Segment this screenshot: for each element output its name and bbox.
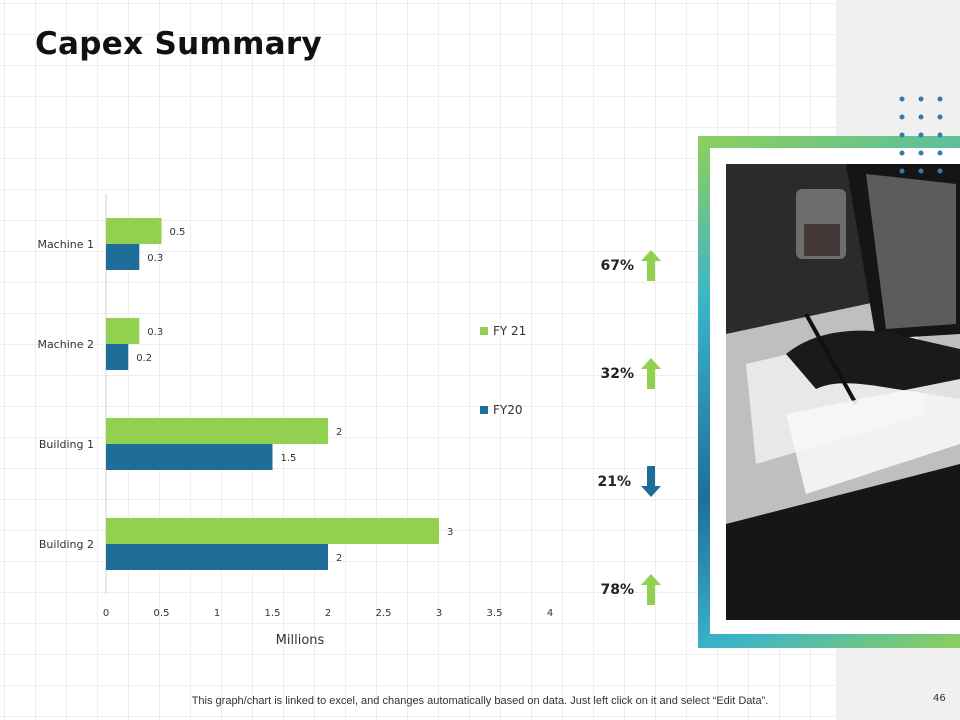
data-label: 0.3 [147, 253, 163, 264]
x-tick-label: 0.5 [154, 608, 170, 619]
footer-note: This graph/chart is linked to excel, and… [191, 695, 769, 707]
change-percent: 21% [597, 474, 631, 490]
category-label: Machine 1 [37, 238, 94, 251]
x-tick-label: 2.5 [376, 608, 392, 619]
up-arrow-icon [641, 358, 661, 389]
change-percent: 32% [600, 366, 634, 382]
page-title: Capex Summary [35, 26, 322, 62]
bar [106, 544, 328, 570]
up-arrow-icon [641, 574, 661, 605]
data-label: 2 [336, 427, 342, 438]
bar-chart[interactable]: Machine 1 0.5 0.3 Machine 2 0.3 0.2 Building 1… [0, 180, 600, 660]
x-tick-label: 2 [325, 608, 331, 619]
x-tick-label: 3.5 [487, 608, 503, 619]
legend-item-fy20: FY20 [480, 403, 523, 417]
x-tick-label: 4 [547, 608, 553, 619]
data-label: 3 [447, 527, 453, 538]
x-tick-label: 3 [436, 608, 442, 619]
bar [106, 318, 140, 344]
legend-label-fy21: FY 21 [493, 324, 527, 338]
bar [106, 444, 273, 470]
bar [106, 244, 140, 270]
category-label: Machine 2 [37, 338, 94, 351]
decorative-dots [899, 96, 943, 174]
x-axis-label: Millions [276, 633, 325, 648]
office-desk-photo [726, 164, 960, 620]
bar [106, 218, 162, 244]
legend-item-fy21: FY 21 [480, 324, 526, 338]
x-tick-label: 0 [103, 608, 109, 619]
up-arrow-icon [641, 250, 661, 281]
data-label: 0.5 [170, 227, 186, 238]
category-label: Building 2 [39, 538, 94, 551]
legend-swatch-fy21 [480, 327, 488, 335]
change-percent: 78% [600, 582, 634, 598]
down-arrow-icon [641, 466, 661, 497]
grid-background [0, 0, 836, 720]
x-tick-label: 1.5 [265, 608, 281, 619]
legend-swatch-fy20 [480, 406, 488, 414]
page-number: 46 [933, 693, 946, 704]
data-label: 0.3 [147, 327, 163, 338]
legend-label-fy20: FY20 [493, 403, 523, 417]
change-percent: 67% [600, 258, 634, 274]
data-label: 1.5 [281, 453, 297, 464]
bar [106, 418, 328, 444]
category-label: Building 1 [39, 438, 94, 451]
bar [106, 518, 439, 544]
x-tick-label: 1 [214, 608, 220, 619]
data-label: 0.2 [136, 353, 152, 364]
data-label: 2 [336, 553, 342, 564]
bar [106, 344, 129, 370]
